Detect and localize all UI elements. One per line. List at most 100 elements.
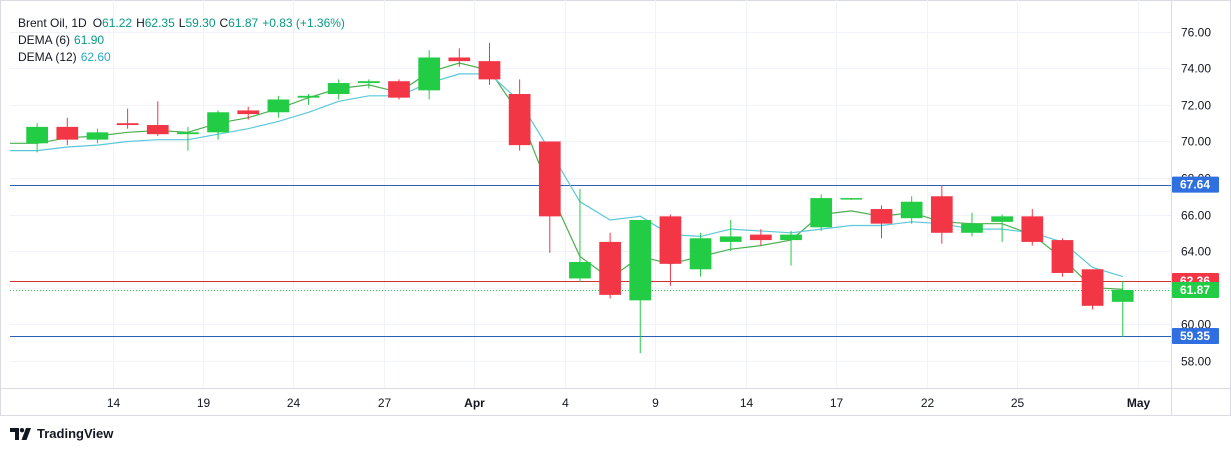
candle-body-up — [357, 81, 380, 84]
candle-body-down — [538, 141, 561, 217]
price-label-text: 67.64 — [1180, 178, 1210, 192]
candle-body-up — [1111, 289, 1134, 302]
dema12-value: 62.60 — [80, 50, 111, 64]
candle[interactable] — [930, 185, 953, 244]
candle[interactable] — [689, 232, 712, 277]
change-value: +0.83 (+1.36%) — [262, 16, 345, 30]
high-value: 62.35 — [144, 16, 175, 30]
candle[interactable] — [478, 42, 501, 85]
candle[interactable] — [629, 220, 652, 354]
candle[interactable] — [357, 79, 380, 89]
candle-body-up — [297, 95, 320, 98]
candle-body-down — [1081, 269, 1104, 306]
candle[interactable] — [508, 79, 531, 151]
price-label-text: 59.35 — [1180, 329, 1210, 343]
candle[interactable] — [659, 214, 682, 286]
candle-body-down — [116, 123, 139, 126]
candle[interactable] — [599, 232, 621, 299]
y-tick-label: 64.00 — [1181, 245, 1211, 259]
low-key: L — [178, 16, 186, 30]
candle[interactable] — [840, 198, 863, 200]
x-tick-label: 25 — [1011, 396, 1025, 410]
candle[interactable] — [900, 196, 923, 224]
candle[interactable] — [569, 188, 591, 283]
candle[interactable] — [327, 79, 350, 100]
tradingview-logo[interactable]: TradingView — [10, 426, 113, 441]
x-tick-label: 24 — [287, 396, 301, 410]
dema6-label: DEMA (6) — [18, 33, 71, 47]
candle-body-up — [840, 198, 863, 200]
low-value: 59.30 — [185, 16, 216, 30]
candle[interactable] — [448, 48, 471, 67]
candle-body-up — [900, 201, 923, 219]
open-key: O — [92, 16, 103, 30]
dema12-line[interactable] — [10, 73, 1123, 278]
candle-body-down — [870, 209, 893, 224]
x-tick-label: 14 — [740, 396, 754, 410]
candle-body-down — [1051, 240, 1074, 273]
candle-body-down — [146, 125, 169, 135]
x-tick-label: 4 — [562, 396, 569, 410]
candle-body-down — [388, 81, 410, 98]
candle[interactable] — [26, 123, 48, 153]
legend: Brent Oil, 1D O61.22 H62.35 L59.30 C61.8… — [18, 15, 345, 66]
candle[interactable] — [1111, 281, 1134, 337]
candle[interactable] — [146, 101, 169, 136]
y-tick-label: 70.00 — [1181, 135, 1211, 149]
x-tick-label: 19 — [197, 396, 211, 410]
candle[interactable] — [538, 141, 561, 253]
candle-body-up — [810, 198, 833, 228]
candle-body-up — [629, 220, 652, 301]
candle-body-up — [207, 112, 229, 133]
candle[interactable] — [961, 212, 983, 237]
price-label-67.64[interactable] — [1172, 176, 1219, 193]
candle-body-down — [599, 241, 621, 295]
dema12-row[interactable]: DEMA (12) 62.60 — [18, 49, 345, 66]
candle[interactable] — [267, 95, 290, 118]
candle[interactable] — [991, 214, 1013, 242]
candle[interactable] — [86, 128, 109, 144]
candle-body-up — [569, 262, 591, 279]
candle[interactable] — [1081, 269, 1104, 310]
brand-text: TradingView — [37, 426, 114, 441]
candle[interactable] — [237, 106, 260, 120]
candle-body-up — [418, 57, 441, 91]
candle-body-up — [177, 132, 199, 135]
candle[interactable] — [719, 220, 742, 252]
dema6-value: 61.90 — [74, 33, 105, 47]
candle[interactable] — [388, 79, 410, 100]
candle[interactable] — [1051, 238, 1074, 277]
price-label-61.87[interactable] — [1172, 281, 1219, 298]
high-key: H — [136, 16, 145, 30]
candle[interactable] — [116, 108, 139, 129]
dema6-row[interactable]: DEMA (6) 61.90 — [18, 32, 345, 49]
symbol-label[interactable]: Brent Oil, 1D — [18, 16, 87, 30]
candle[interactable] — [1021, 209, 1044, 246]
candle[interactable] — [870, 205, 893, 239]
candle-body-down — [750, 234, 772, 241]
candle[interactable] — [297, 94, 320, 105]
candle[interactable] — [418, 50, 441, 100]
ohlc-row: Brent Oil, 1D O61.22 H62.35 L59.30 C61.8… — [18, 15, 345, 32]
candle[interactable] — [207, 110, 229, 140]
candle[interactable] — [780, 230, 802, 266]
candle-body-down — [659, 216, 682, 264]
candle[interactable] — [750, 229, 772, 246]
candle-body-up — [267, 99, 290, 113]
y-tick-label: 76.00 — [1181, 26, 1211, 40]
candle-body-up — [961, 223, 983, 233]
candle-body-down — [56, 126, 79, 140]
candle[interactable] — [56, 117, 79, 146]
candle[interactable] — [810, 194, 833, 231]
x-tick-label: 9 — [652, 396, 659, 410]
y-tick-label: 58.00 — [1181, 355, 1211, 369]
price-label-59.35[interactable] — [1172, 327, 1219, 344]
candle[interactable] — [177, 126, 199, 151]
dema6-line[interactable] — [10, 62, 1123, 290]
open-value: 61.22 — [102, 16, 133, 30]
x-tick-label: 22 — [921, 396, 935, 410]
y-tick-label: 66.00 — [1181, 209, 1211, 223]
candle-body-up — [689, 238, 712, 270]
